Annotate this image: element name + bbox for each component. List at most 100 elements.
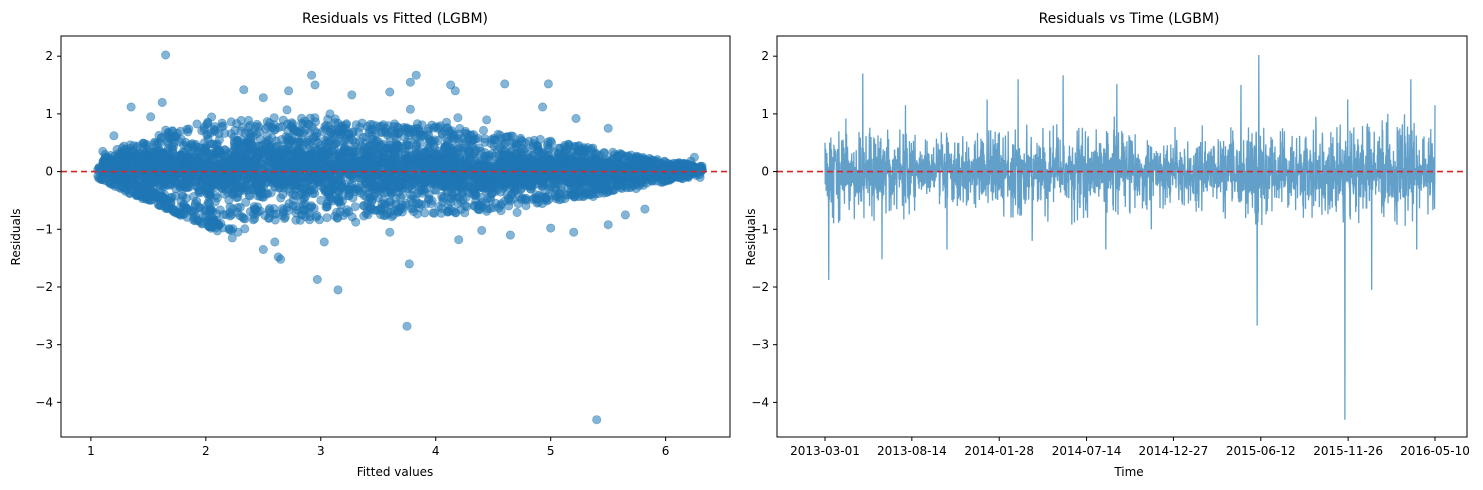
scatter-outlier-point (405, 77, 415, 87)
scatter-point (308, 189, 318, 199)
scatter-point (279, 214, 289, 224)
scatter-point (347, 160, 357, 170)
scatter-point (508, 131, 518, 141)
scatter-point (494, 203, 504, 213)
scatter-point (402, 127, 412, 137)
scatter-point (333, 124, 343, 134)
scatter-point (153, 178, 163, 188)
scatter-point (226, 117, 236, 127)
scatter-outlier-point (157, 97, 167, 107)
scatter-point (419, 148, 429, 158)
scatter-point (305, 158, 315, 168)
scatter-point (599, 148, 609, 158)
scatter-point (521, 195, 531, 205)
scatter-point (453, 113, 463, 123)
scatter-point (331, 178, 341, 188)
scatter-point (168, 145, 178, 155)
scatter-point (437, 180, 447, 190)
scatter-point (258, 159, 268, 169)
scatter-point (368, 125, 378, 135)
scatter-point (152, 139, 162, 149)
scatter-point (661, 176, 671, 186)
scatter-point (274, 176, 284, 186)
scatter-point (429, 123, 439, 133)
scatter-band-point (147, 195, 157, 205)
scatter-title: Residuals vs Fitted (LGBM) (302, 11, 488, 27)
scatter-point (310, 126, 320, 136)
scatter-point (420, 208, 430, 218)
scatter-point (472, 160, 482, 170)
scatter-point (500, 150, 510, 160)
scatter-point (267, 123, 277, 133)
scatter-point (562, 146, 572, 156)
scatter-point (214, 148, 224, 158)
scatter-band-point (121, 185, 131, 195)
scatter-point (203, 117, 213, 127)
scatter-point (354, 173, 364, 183)
scatter-point (431, 150, 441, 160)
scatter-point (546, 138, 556, 148)
scatter-point (445, 161, 455, 171)
scatter-point (478, 125, 488, 135)
scatter-point (225, 208, 235, 218)
scatter-point (159, 162, 169, 172)
scatter-point (203, 176, 213, 186)
scatter-point (373, 137, 383, 147)
scatter-point (433, 161, 443, 171)
scatter-point (532, 154, 542, 164)
scatter-point (245, 120, 255, 130)
scatter-point (537, 181, 547, 191)
scatter-point (395, 177, 405, 187)
scatter-point (437, 129, 447, 139)
scatter-point (633, 168, 643, 178)
scatter-point (512, 208, 522, 218)
scatter-point (393, 128, 403, 138)
scatter-point (406, 204, 416, 214)
scatter-point (465, 153, 475, 163)
scatter-point (350, 202, 360, 212)
scatter-point (295, 215, 305, 225)
scatter-band-point (189, 215, 199, 225)
scatter-point (297, 113, 307, 123)
scatter-point (378, 158, 388, 168)
scatter-point (344, 191, 354, 201)
scatter-point (322, 213, 332, 223)
scatter-outlier-point (239, 85, 249, 95)
scatter-point (286, 179, 296, 189)
scatter-point (236, 126, 246, 136)
scatter-point (535, 134, 545, 144)
scatter-point (312, 145, 322, 155)
scatter-point (448, 173, 458, 183)
scatter-point (429, 168, 439, 178)
scatter-point (436, 208, 446, 218)
scatter-point (489, 135, 499, 145)
scatter-point (183, 183, 193, 193)
scatter-point (504, 194, 514, 204)
scatter-point (129, 141, 139, 151)
scatter-point (262, 177, 272, 187)
scatter-point (532, 173, 542, 183)
scatter-point (421, 199, 431, 209)
scatter-point (355, 162, 365, 172)
scatter-outlier-point (310, 80, 320, 90)
scatter-point (182, 154, 192, 164)
scatter-point (637, 154, 647, 164)
scatter-point (202, 130, 212, 140)
scatter-point (525, 181, 535, 191)
scatter-point (550, 189, 560, 199)
scatter-point (226, 129, 236, 139)
scatter-point (249, 202, 259, 212)
scatter-point (506, 139, 516, 149)
scatter-band-point (157, 192, 167, 202)
scatter-point (446, 197, 456, 207)
scatter-point (486, 194, 496, 204)
scatter-point (187, 141, 197, 151)
scatter-point (254, 188, 264, 198)
scatter-point (295, 160, 305, 170)
scatter-point (638, 180, 648, 190)
scatter-band-point (94, 163, 104, 173)
scatter-point (272, 141, 282, 151)
scatter-point (320, 135, 330, 145)
scatter-point (336, 153, 346, 163)
